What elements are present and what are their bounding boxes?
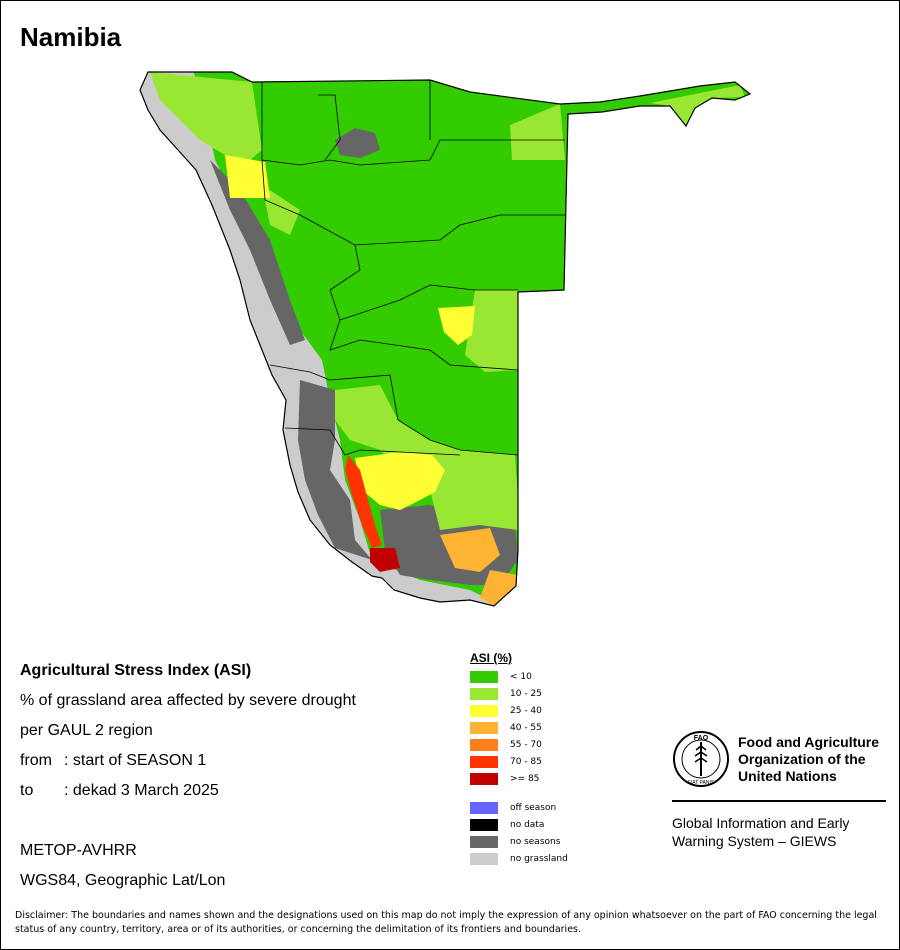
legend-item: off season [470,799,568,816]
legend-label: 25 - 40 [510,705,542,716]
asi-zone-25-40-east [438,306,475,345]
legend-label: 40 - 55 [510,722,542,733]
asi-zone-10-25-central [335,385,518,515]
legend-label: 55 - 70 [510,739,542,750]
info-line2: per GAUL 2 region [20,722,153,739]
from-label: from [20,752,52,769]
legend-label: no grassland [510,853,568,864]
legend-swatch [470,687,498,700]
legend-swatch [470,721,498,734]
disclaimer: Disclaimer: The boundaries and names sho… [15,910,877,935]
legend-swatch [470,738,498,751]
legend-item: >= 85 [470,770,568,787]
legend-label: < 10 [510,671,532,682]
asi-zone-10-25-kavango [510,104,565,160]
legend-title: ASI (%) [470,651,512,665]
legend-swatch [470,801,498,814]
fao-logo-motto: FIAT PANIS [688,780,715,786]
to-value: : dekad 3 March 2025 [64,782,219,799]
admin-boundaries [261,80,565,456]
fao-logo-icon: FAO FIAT PANIS [673,731,729,787]
legend-label: 10 - 25 [510,688,542,699]
legend-item: 55 - 70 [470,736,568,753]
info-block: Agricultural Stress Index (ASI) % of gra… [20,656,356,806]
asi-zone-40-55-orange [480,570,518,606]
legend-swatch [470,835,498,848]
legend-swatch [470,704,498,717]
asi-zone-gte85 [370,548,400,572]
legend-label: no data [510,819,545,830]
legend-item: no seasons [470,833,568,850]
asi-zone-10-25-northwest [262,185,300,235]
legend-item: no data [470,816,568,833]
info-heading: Agricultural Stress Index (ASI) [20,662,252,679]
to-label: to [20,782,34,799]
asi-zone-10-25-kunene [150,72,262,160]
legend-label: no seasons [510,836,561,847]
from-value: : start of SEASON 1 [64,752,207,769]
legend-item: 10 - 25 [470,685,568,702]
legend-swatch [470,818,498,831]
legend-swatch [470,755,498,768]
fao-logo-letters: FAO [694,735,709,742]
asi-zone-no-seasons-north [210,160,305,345]
projection-text: WGS84, Geographic Lat/Lon [20,872,226,889]
asi-zone-25-40-south [355,452,445,510]
info-line1: % of grassland area affected by severe d… [20,692,356,709]
asi-zone-10-25-zambezi [650,85,745,126]
map-title: Namibia [20,22,122,52]
sensor-text: METOP-AVHRR [20,842,137,859]
legend-item: 70 - 85 [470,753,568,770]
legend-swatch [470,852,498,865]
legend-item: 40 - 55 [470,719,568,736]
asi-zone-10-25-east [465,290,518,372]
meta-block: METOP-AVHRR WGS84, Geographic Lat/Lon [20,836,225,896]
info-from-row: from : start of SEASON 1 [20,746,356,776]
asi-zone-70-85 [345,455,382,548]
fao-name: Food and Agriculture Organization of the… [738,734,880,784]
legend-swatch [470,670,498,683]
info-to-row: to : dekad 3 March 2025 [20,776,356,806]
legend-label: >= 85 [510,773,540,784]
legend-label: off season [510,802,557,813]
legend-swatch [470,772,498,785]
etosha-no-seasons [335,128,380,158]
asi-zone-25-40-west [225,155,270,198]
asi-zone-10-25-southeast [430,490,520,530]
legend-item: no grassland [470,850,568,867]
legend: ASI (%) < 10 10 - 25 25 - 40 40 - 55 55 … [470,651,568,867]
giews-name: Global Information and Early Warning Sys… [672,815,850,849]
country-outline [139,71,752,607]
asi-zone-40-55-southeast [440,528,500,572]
legend-label: 70 - 85 [510,756,542,767]
legend-item: 25 - 40 [470,702,568,719]
asi-zone-no-seasons-southwest [298,380,372,560]
fao-divider [672,800,886,802]
legend-item: < 10 [470,668,568,685]
namibia-map [139,71,752,607]
